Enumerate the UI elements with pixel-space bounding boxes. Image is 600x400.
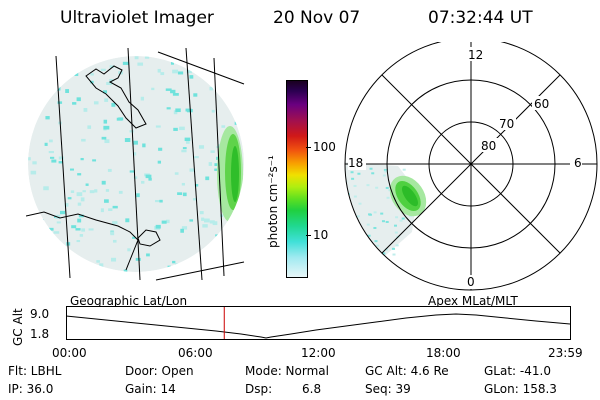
- altitude-xtick-1200: 12:00: [301, 346, 336, 360]
- coastline: [26, 65, 161, 271]
- mlt-label-6: 6: [574, 156, 582, 170]
- altitude-xtick-2359: 23:59: [548, 346, 583, 360]
- altitude-ytick-9: 9.0: [30, 307, 50, 321]
- altitude-ytick-1-8: 1.8: [30, 327, 50, 341]
- altitude-plot-frame: [66, 306, 571, 340]
- grid-lines: [55, 47, 245, 281]
- altitude-xtick-0000: 00:00: [52, 346, 87, 360]
- colorbar-tick-label-10: 10: [313, 228, 329, 242]
- time-label: 07:32:44 UT: [428, 8, 533, 28]
- info-gain: Gain: 14: [125, 382, 176, 396]
- info-glon: GLon: 158.3: [484, 382, 557, 396]
- polar-plot: [344, 42, 598, 291]
- info-glat: GLat: -41.0: [484, 364, 551, 378]
- geographic-panel-label: Geographic Lat/Lon: [70, 294, 188, 308]
- lat-label-80: 80: [481, 139, 497, 153]
- mlt-label-12: 12: [468, 48, 484, 62]
- lat-label-70: 70: [499, 117, 515, 131]
- info-dsp-label: Dsp:: [245, 382, 273, 396]
- info-door: Door: Open: [125, 364, 194, 378]
- app-title: Ultraviolet Imager: [60, 8, 214, 28]
- date-label: 20 Nov 07: [273, 8, 361, 28]
- altitude-curve: [66, 313, 571, 339]
- altitude-xtick-0600: 06:00: [178, 346, 213, 360]
- altitude-xtick-1800: 18:00: [426, 346, 461, 360]
- mlt-label-0: 0: [467, 275, 475, 289]
- altitude-ylabel: GC Alt: [11, 308, 25, 346]
- colorbar-label: photon cm⁻²s⁻¹: [266, 155, 280, 248]
- lat-label-60: 60: [534, 97, 550, 111]
- info-seq: Seq: 39: [365, 382, 411, 396]
- colorbar-tick-label-100: 100: [313, 140, 336, 154]
- color-bar: [286, 80, 308, 278]
- colorbar-tick-10: [306, 235, 311, 236]
- info-ip: IP: 36.0: [8, 382, 54, 396]
- mlt-label-18: 18: [348, 156, 364, 170]
- info-dsp-value: 6.8: [302, 382, 322, 396]
- apex-panel-label: Apex MLat/MLT: [428, 294, 518, 308]
- info-flt: Flt: LBHL: [8, 364, 62, 378]
- geographic-image: [26, 47, 245, 281]
- info-gcalt: GC Alt: 4.6 Re: [365, 364, 449, 378]
- info-mode: Mode: Normal: [245, 364, 329, 378]
- altitude-plot: [66, 306, 571, 340]
- colorbar-tick-100: [306, 147, 311, 148]
- polar-grid: [344, 42, 598, 291]
